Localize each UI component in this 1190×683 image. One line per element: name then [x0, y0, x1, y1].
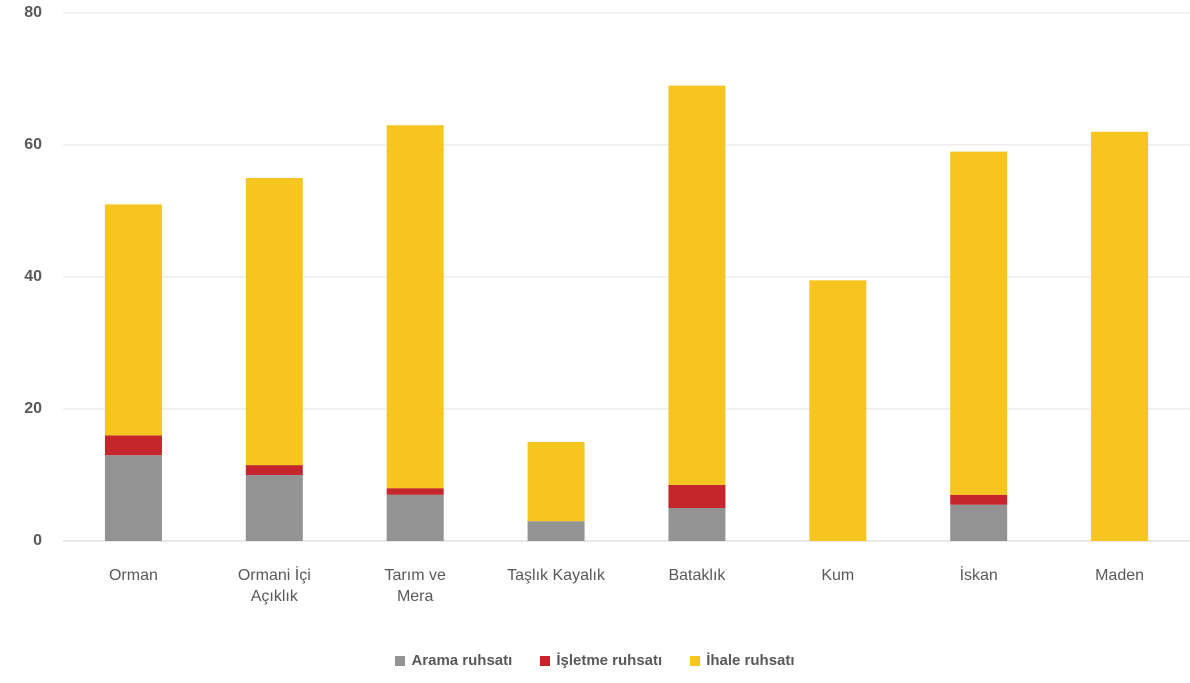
- legend-swatch: [690, 655, 701, 666]
- x-tick-label: Tarım ve Mera: [384, 567, 446, 605]
- bar-segment: [386, 488, 444, 495]
- bar-segment: [950, 494, 1008, 505]
- bar-segment: [668, 85, 726, 485]
- bar-segment: [104, 204, 162, 436]
- x-tick-label: Ormani İçi Açıklık: [237, 567, 311, 605]
- legend-item: İşletme ruhsatı: [540, 652, 662, 669]
- bar-segment: [527, 442, 585, 522]
- legend-label: İhale ruhsatı: [706, 652, 795, 669]
- bar-segment: [245, 475, 303, 541]
- bar-segment: [104, 455, 162, 541]
- legend-label: İşletme ruhsatı: [556, 652, 663, 669]
- bar-segment: [668, 508, 726, 541]
- y-tick-label: 60: [24, 136, 42, 153]
- x-tick-label: Taşlık Kayalık: [507, 567, 605, 584]
- legend-item: İhale ruhsatı: [690, 652, 795, 669]
- legend-swatch: [395, 655, 406, 666]
- bar-segment: [527, 521, 585, 541]
- bar-segment: [386, 494, 444, 541]
- legend-item: Arama ruhsatı: [395, 652, 512, 669]
- legend-label: Arama ruhsatı: [411, 652, 513, 669]
- bar-segment: [1091, 131, 1149, 542]
- y-tick-label: 0: [33, 532, 42, 549]
- x-tick-label: İskan: [959, 567, 998, 584]
- x-tick-label: Kum: [821, 567, 855, 584]
- bar-segment: [950, 151, 1008, 495]
- bar-segment: [950, 504, 1008, 541]
- legend: Arama ruhsatı İşletme ruhsatı İhale ruhsat…: [0, 652, 1190, 669]
- legend-swatch: [540, 655, 551, 666]
- y-tick-label: 40: [24, 268, 42, 285]
- y-tick-label: 20: [24, 400, 42, 417]
- bar-segment: [809, 280, 867, 541]
- x-tick-label: Bataklık: [668, 567, 726, 584]
- x-tick-label: Orman: [108, 567, 158, 584]
- x-tick-label: Maden: [1095, 567, 1145, 584]
- bar-segment: [386, 125, 444, 489]
- y-tick-label: 80: [24, 4, 42, 21]
- bar-segment: [245, 465, 303, 475]
- bar-segment: [104, 435, 162, 456]
- bar-segment: [668, 484, 726, 508]
- bar-segment: [245, 178, 303, 466]
